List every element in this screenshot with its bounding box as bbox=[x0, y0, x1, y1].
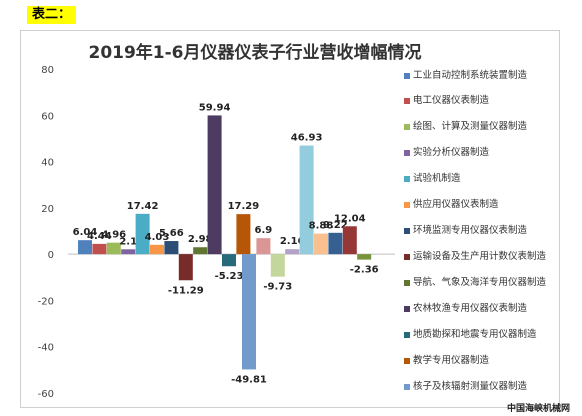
bar bbox=[314, 233, 328, 255]
legend-item: 试验机制造 bbox=[404, 173, 556, 184]
data-label: 17.29 bbox=[228, 201, 260, 212]
legend-label: 地质勘探和地震专用仪器制造 bbox=[413, 329, 537, 340]
source-watermark: 中国海峡机械网 bbox=[506, 404, 570, 414]
bar bbox=[222, 254, 236, 267]
legend-label: 绘图、计算及测量仪器制造 bbox=[413, 121, 528, 132]
bar bbox=[256, 238, 271, 255]
legend-item: 电工仪器仪表制造 bbox=[404, 95, 556, 106]
legend-item: 工业自动控制系统装置制造 bbox=[404, 70, 556, 81]
y-tick-label: 0 bbox=[48, 250, 54, 261]
data-label: 2.16 bbox=[280, 236, 305, 247]
bar bbox=[342, 226, 357, 255]
data-label: 46.93 bbox=[291, 133, 323, 144]
bar bbox=[164, 241, 179, 255]
legend-item: 核子及核辐射测量仪器制造 bbox=[404, 381, 556, 392]
legend-item: 运输设备及生产用计数仪表制造 bbox=[404, 251, 556, 262]
legend-label: 环境监测专用仪器仪表制造 bbox=[413, 225, 528, 236]
data-label: 2.1 bbox=[119, 236, 137, 247]
legend-swatch bbox=[404, 358, 410, 364]
legend-swatch bbox=[404, 228, 410, 234]
legend-item: 农林牧渔专用仪器仪表制造 bbox=[404, 303, 556, 314]
bar bbox=[270, 254, 285, 277]
legend-item: 绘图、计算及测量仪器制造 bbox=[404, 121, 556, 132]
legend-swatch bbox=[404, 384, 410, 390]
data-label: 5.66 bbox=[159, 228, 184, 239]
legend-item: 实验分析仪器制造 bbox=[404, 147, 556, 158]
bar bbox=[299, 145, 314, 255]
legend-label: 导航、气象及海洋专用仪器制造 bbox=[413, 277, 547, 288]
data-label: 6.04 bbox=[73, 227, 98, 238]
y-tick-label: 60 bbox=[41, 111, 54, 122]
legend-label: 运输设备及生产用计数仪表制造 bbox=[413, 251, 547, 262]
y-tick-label: 80 bbox=[41, 65, 54, 76]
bar bbox=[121, 249, 136, 255]
bar bbox=[236, 214, 251, 255]
bar bbox=[92, 243, 107, 255]
data-label: -9.73 bbox=[263, 282, 292, 293]
data-label: 12.04 bbox=[334, 213, 366, 224]
y-tick-label: 20 bbox=[41, 204, 54, 215]
legend-swatch bbox=[404, 124, 410, 130]
data-label: -49.81 bbox=[231, 374, 267, 385]
legend-item: 地质勘探和地震专用仪器制造 bbox=[404, 329, 556, 340]
data-label: -5.23 bbox=[215, 271, 244, 282]
legend-label: 供应用仪器仪表制造 bbox=[413, 199, 499, 210]
legend-swatch bbox=[404, 254, 410, 260]
data-label: 6.9 bbox=[255, 225, 273, 236]
data-label: -2.36 bbox=[350, 265, 379, 276]
legend-label: 农林牧渔专用仪器仪表制造 bbox=[413, 303, 528, 314]
data-label: 4.96 bbox=[101, 230, 126, 241]
y-tick-label: 40 bbox=[41, 158, 54, 169]
legend-label: 实验分析仪器制造 bbox=[413, 147, 490, 158]
y-tick-label: -20 bbox=[38, 296, 54, 307]
legend-label: 教学专用仪器制造 bbox=[413, 355, 490, 366]
legend-swatch bbox=[404, 176, 410, 182]
legend-swatch bbox=[404, 73, 410, 79]
legend-label: 核子及核辐射测量仪器制造 bbox=[413, 381, 528, 392]
table-label: 表二： bbox=[27, 6, 77, 24]
legend-swatch bbox=[404, 332, 410, 338]
bar bbox=[106, 242, 121, 255]
bar bbox=[328, 232, 343, 255]
data-label: 2.98 bbox=[188, 234, 213, 245]
data-label: -11.29 bbox=[168, 285, 204, 296]
legend-item: 供应用仪器仪表制造 bbox=[404, 199, 556, 210]
bar bbox=[193, 247, 208, 255]
data-label: 17.42 bbox=[127, 201, 159, 212]
data-label: 59.94 bbox=[199, 102, 231, 113]
legend-label: 电工仪器仪表制造 bbox=[413, 95, 490, 106]
chart-title: 2019年1-6月仪器仪表子行业营收增幅情况 bbox=[88, 43, 422, 63]
chart-frame bbox=[20, 30, 560, 408]
bar bbox=[150, 244, 164, 255]
bar bbox=[135, 213, 150, 255]
legend-swatch bbox=[404, 306, 410, 312]
data-label: 4.44 bbox=[87, 231, 112, 242]
data-label: 8.88 bbox=[309, 221, 334, 232]
bar bbox=[207, 115, 222, 255]
legend-label: 工业自动控制系统装置制造 bbox=[413, 70, 528, 81]
legend-swatch bbox=[404, 98, 410, 104]
y-tick-label: -40 bbox=[38, 343, 54, 354]
legend-item: 教学专用仪器制造 bbox=[404, 355, 556, 366]
bar bbox=[242, 254, 256, 370]
legend-item: 环境监测专用仪器仪表制造 bbox=[404, 225, 556, 236]
legend-swatch bbox=[404, 202, 410, 208]
legend-item: 导航、气象及海洋专用仪器制造 bbox=[404, 277, 556, 288]
legend-label: 试验机制造 bbox=[413, 173, 461, 184]
legend-swatch bbox=[404, 280, 410, 286]
legend-swatch bbox=[404, 150, 410, 156]
bar bbox=[357, 254, 372, 260]
bar bbox=[285, 249, 300, 255]
bar bbox=[78, 240, 92, 255]
bar bbox=[178, 254, 193, 281]
data-label: 9.22 bbox=[323, 220, 348, 231]
data-label: 4.03 bbox=[145, 232, 170, 243]
y-tick-label: -60 bbox=[38, 389, 54, 400]
